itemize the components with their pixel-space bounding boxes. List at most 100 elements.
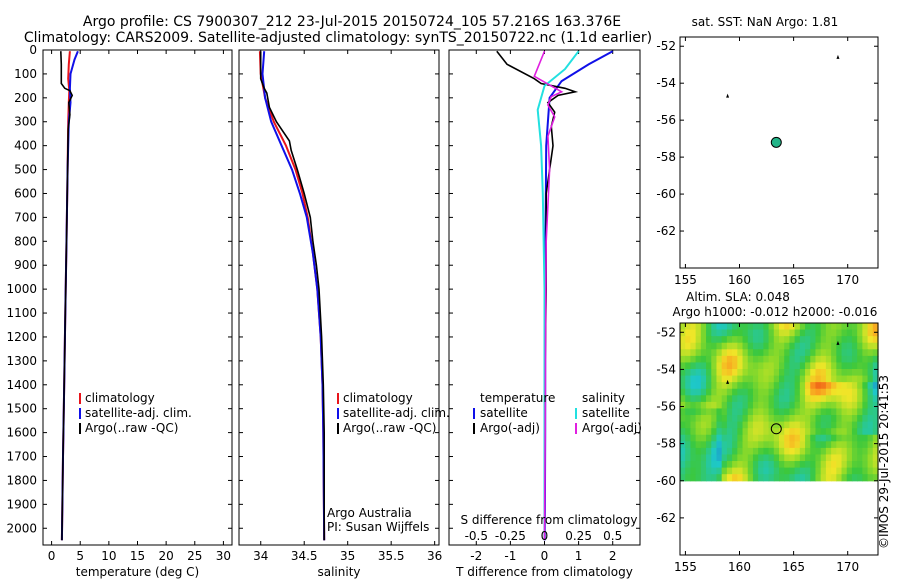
heatmap-cell [841,355,848,364]
heatmap-cell [690,369,697,377]
heatmap-cell [815,329,822,337]
heatmap-cell [716,401,723,410]
heatmap-cell [695,375,702,383]
heatmap-cell [742,447,749,456]
heatmap-cell [825,323,832,331]
heatmap-cell [742,415,749,423]
heatmap-cell [763,415,770,423]
heatmap-cell [820,434,827,442]
heatmap-cell [851,369,858,377]
x-tick-label: 0 [541,549,549,563]
heatmap-cell [711,375,718,383]
heatmap-cell [716,342,723,350]
heatmap-cell [726,375,733,383]
heatmap-cell [825,329,832,337]
heatmap-cell [690,461,697,469]
heatmap-cell [779,342,785,350]
y-tick-label: -62 [656,224,676,238]
heatmap-cell [752,441,759,449]
heatmap-cell [867,441,874,449]
heatmap-cell [752,447,759,456]
heatmap-cell [779,362,785,370]
heatmap-cell [815,369,822,377]
heatmap-cell [758,461,764,469]
heatmap-cell [810,421,817,429]
heatmap-cell [768,329,775,337]
heatmap-cell [784,454,791,462]
y-tick-label: -52 [656,325,676,339]
heatmap-cell [690,441,697,449]
heatmap-cell [721,382,728,390]
heatmap-cell [732,461,738,469]
series-line [258,51,326,541]
heatmap-cell [836,336,843,344]
heatmap-cell [737,362,744,370]
heatmap-cell [810,428,817,436]
heatmap-cell [810,362,817,370]
heatmap-cell [794,434,801,442]
heatmap-cell [700,461,707,469]
heatmap-cell [763,342,770,350]
heatmap-cell [711,355,718,364]
heatmap-cell [872,342,879,350]
heatmap-cell [758,421,764,429]
heatmap-cell [862,323,869,331]
heatmap-cell [768,362,775,370]
heatmap-cell [846,415,853,423]
heatmap-cell [706,447,712,456]
heatmap-cell [747,395,754,403]
heatmap-cell [706,355,712,364]
series-line [261,51,326,541]
heatmap-cell [831,441,837,449]
series-line [533,50,564,541]
heatmap-cell [841,474,848,482]
heatmap-cell [747,447,754,456]
heatmap-cell [867,349,874,357]
heatmap-cell [836,447,843,456]
heatmap-cell [690,395,697,403]
heatmap-cell [732,382,738,390]
heatmap-cell [799,323,806,331]
heatmap-cell [857,382,863,390]
heatmap-cell [805,362,811,370]
heatmap-cell [815,428,822,436]
heatmap-cell [851,388,858,396]
heatmap-cell [872,447,879,456]
heatmap-cell [706,362,712,370]
heatmap-cell [758,454,764,462]
series-line [496,50,579,541]
x-tick-label: 36 [427,549,442,563]
heatmap-cell [700,408,707,416]
heatmap-cell [851,395,858,403]
heatmap-cell [789,415,796,423]
heatmap-cell [779,428,785,436]
heatmap-cell [784,375,791,383]
heatmap-cell [825,408,832,416]
heatmap-cell [779,401,785,410]
heatmap-cell [831,395,837,403]
heatmap-cell [836,421,843,429]
heatmap-cell [789,342,796,350]
heatmap-cell [841,388,848,396]
heatmap-cell [763,441,770,449]
heatmap-cell [862,375,869,383]
heatmap-cell [737,461,744,469]
heatmap-cell [726,329,733,337]
heatmap-cell [773,408,780,416]
heatmap-cell [836,395,843,403]
heatmap-cell [763,474,770,482]
sst-map-panel: -52 -54 -56 -58 -60 -62 155 160 165 170 sat. SST: … [656,15,879,287]
heatmap-cell [851,447,858,456]
heatmap-cell [721,434,728,442]
heatmap-cell [794,428,801,436]
heatmap-cell [805,336,811,344]
heatmap-cell [690,375,697,383]
heatmap-cell [805,369,811,377]
heatmap-cell [857,369,863,377]
heatmap-cell [831,474,837,482]
heatmap-cell [851,408,858,416]
heatmap-cell [836,434,843,442]
heatmap-cell [732,454,738,462]
heatmap-cell [857,355,863,364]
heatmap-cell [851,461,858,469]
